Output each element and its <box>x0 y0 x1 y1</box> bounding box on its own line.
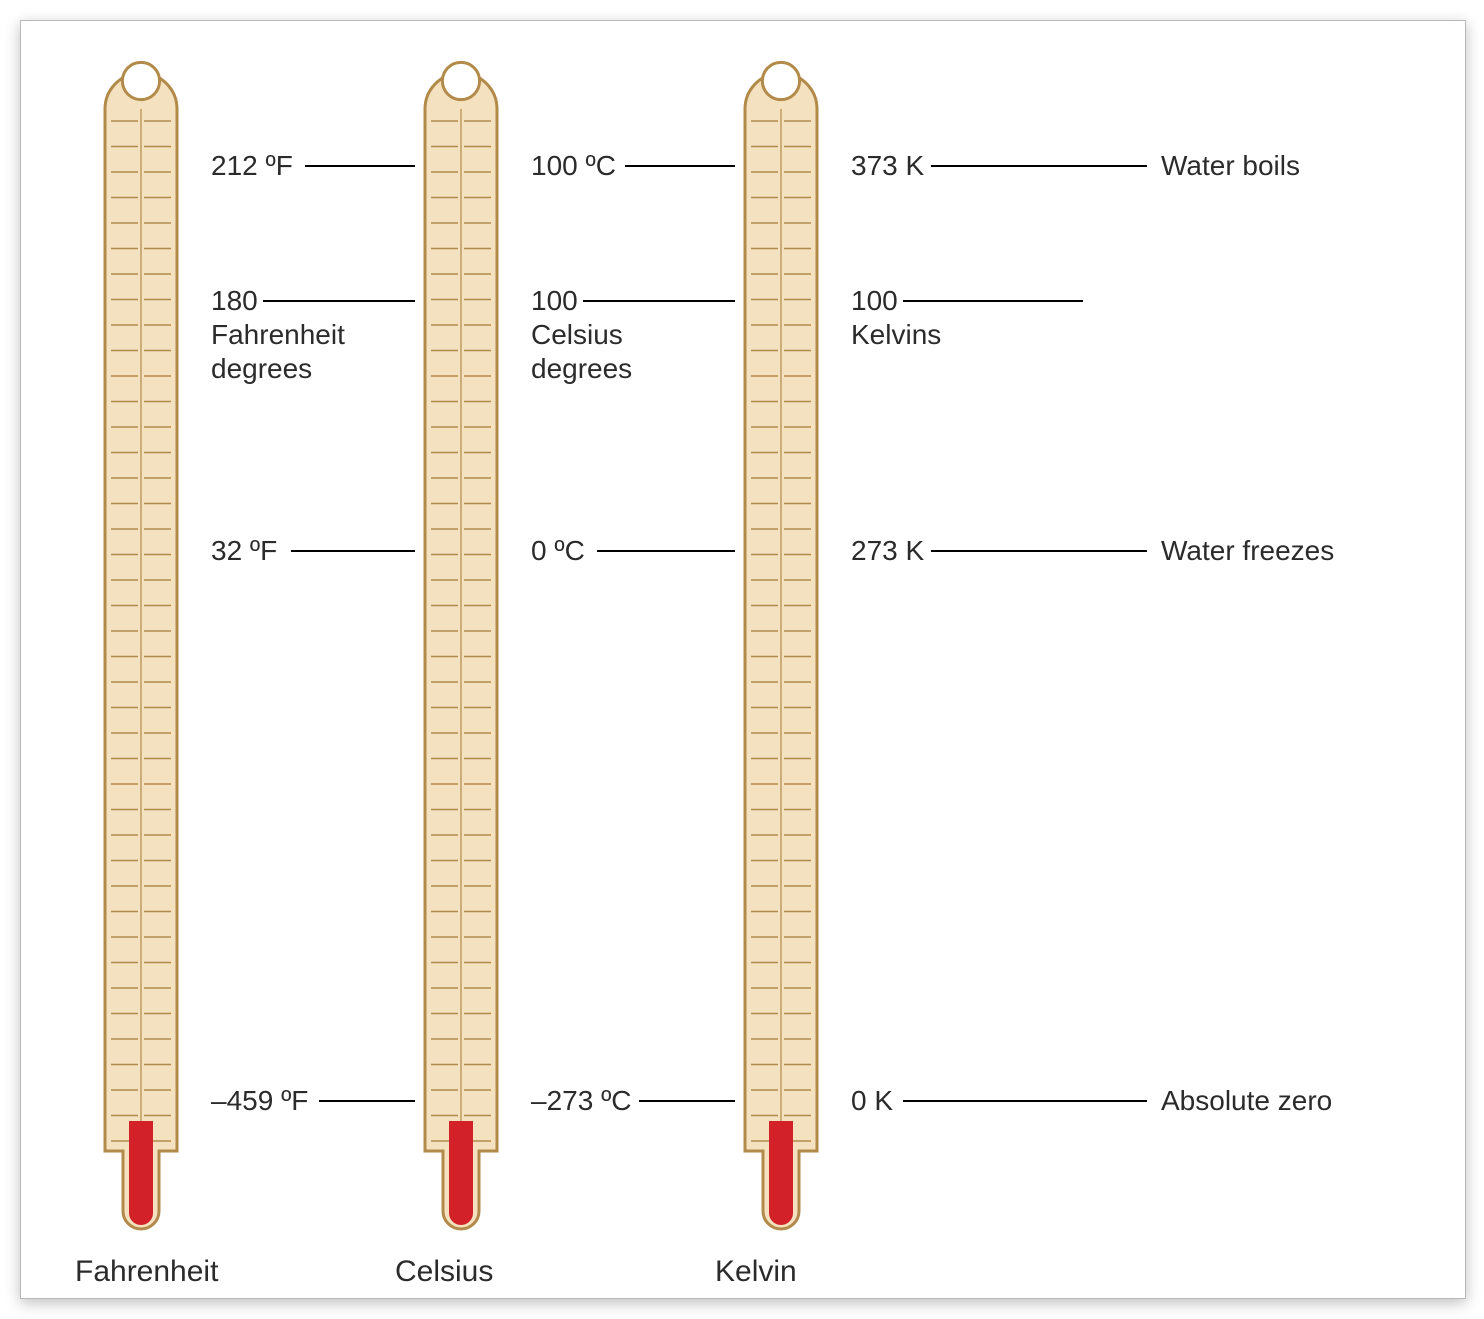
thermometer <box>105 62 177 1229</box>
scale-caption: Celsius <box>395 1255 493 1288</box>
scale-value-label: 0 ºC <box>531 535 585 566</box>
thermometer-bulb-hole <box>442 62 479 99</box>
event-label: Absolute zero <box>1161 1085 1332 1116</box>
scale-value-label: 100Kelvins <box>851 285 941 350</box>
thermometer-mercury <box>769 1121 793 1225</box>
thermometer <box>745 62 817 1229</box>
scale-value-label: 373 K <box>851 150 924 181</box>
scale-caption: Fahrenheit <box>75 1255 219 1288</box>
scale-value-label: 0 K <box>851 1085 893 1116</box>
thermometer-bulb-hole <box>122 62 159 99</box>
scale-value-label: 100Celsiusdegrees <box>531 285 632 384</box>
thermometer-bulb-hole <box>762 62 799 99</box>
scale-value-label: 32 ºF <box>211 535 277 566</box>
event-label: Water boils <box>1161 150 1300 181</box>
diagram-frame: Water boils 212 ºF 100 ºC 373 K 180Fahrenhei… <box>20 20 1466 1299</box>
thermometer-mercury <box>129 1121 153 1225</box>
scale-value-label: –273 ºC <box>531 1085 632 1116</box>
temperature-scales-diagram: Water boils 212 ºF 100 ºC 373 K 180Fahrenhei… <box>21 21 1465 1298</box>
scale-caption: Kelvin <box>715 1255 797 1288</box>
scale-value-label: 180Fahrenheitdegrees <box>211 285 345 384</box>
scale-value-label: 212 ºF <box>211 150 293 181</box>
thermometer <box>425 62 497 1229</box>
thermometer-mercury <box>449 1121 473 1225</box>
scale-value-label: 100 ºC <box>531 150 616 181</box>
scale-value-label: 273 K <box>851 535 924 566</box>
scale-value-label: –459 ºF <box>211 1085 308 1116</box>
event-label: Water freezes <box>1161 535 1334 566</box>
